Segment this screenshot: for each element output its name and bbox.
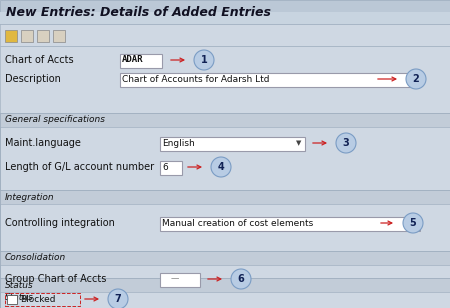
FancyBboxPatch shape xyxy=(5,30,17,42)
Circle shape xyxy=(336,133,356,153)
Text: Status: Status xyxy=(5,294,34,302)
Text: 6: 6 xyxy=(162,163,168,172)
Text: 1: 1 xyxy=(201,55,207,65)
FancyBboxPatch shape xyxy=(160,137,305,151)
Text: —: — xyxy=(171,274,179,283)
Text: Maint.language: Maint.language xyxy=(5,138,81,148)
Text: Controlling integration: Controlling integration xyxy=(5,218,115,228)
Text: 7: 7 xyxy=(115,294,122,304)
FancyBboxPatch shape xyxy=(160,273,200,287)
Text: Consolidation: Consolidation xyxy=(5,253,66,262)
FancyBboxPatch shape xyxy=(53,30,65,42)
FancyBboxPatch shape xyxy=(0,251,450,265)
Text: Blocked: Blocked xyxy=(20,294,55,303)
FancyBboxPatch shape xyxy=(0,12,450,24)
Text: ▼: ▼ xyxy=(296,140,302,146)
Text: New Entries: Details of Added Entries: New Entries: Details of Added Entries xyxy=(6,6,271,18)
Circle shape xyxy=(108,289,128,308)
Text: 4: 4 xyxy=(218,162,225,172)
Text: ADAR: ADAR xyxy=(122,55,144,64)
FancyBboxPatch shape xyxy=(0,0,450,24)
FancyBboxPatch shape xyxy=(37,30,49,42)
FancyBboxPatch shape xyxy=(0,113,450,190)
FancyBboxPatch shape xyxy=(120,73,410,87)
Text: Manual creation of cost elements: Manual creation of cost elements xyxy=(162,218,313,228)
Circle shape xyxy=(231,269,251,289)
FancyBboxPatch shape xyxy=(0,278,450,292)
Text: English: English xyxy=(162,139,195,148)
FancyBboxPatch shape xyxy=(120,54,162,68)
FancyBboxPatch shape xyxy=(0,190,450,251)
FancyBboxPatch shape xyxy=(21,30,33,42)
FancyBboxPatch shape xyxy=(0,190,450,204)
Text: Chart of Accts: Chart of Accts xyxy=(5,55,74,65)
Text: 6: 6 xyxy=(238,274,244,284)
Text: 2: 2 xyxy=(413,74,419,84)
FancyBboxPatch shape xyxy=(0,291,450,308)
Text: 5: 5 xyxy=(410,218,416,228)
Text: General specifications: General specifications xyxy=(5,116,105,124)
Text: Chart of Accounts for Adarsh Ltd: Chart of Accounts for Adarsh Ltd xyxy=(122,75,270,83)
Circle shape xyxy=(211,157,231,177)
FancyBboxPatch shape xyxy=(7,295,17,304)
Text: Group Chart of Accts: Group Chart of Accts xyxy=(5,274,106,284)
Circle shape xyxy=(403,213,423,233)
FancyBboxPatch shape xyxy=(160,161,182,175)
FancyBboxPatch shape xyxy=(0,46,450,113)
Circle shape xyxy=(194,50,214,70)
FancyBboxPatch shape xyxy=(0,278,450,308)
FancyBboxPatch shape xyxy=(0,24,450,46)
Text: ▼: ▼ xyxy=(413,220,418,226)
Text: Status: Status xyxy=(5,281,34,290)
Text: Description: Description xyxy=(5,74,61,84)
FancyBboxPatch shape xyxy=(0,113,450,127)
FancyBboxPatch shape xyxy=(160,217,410,231)
FancyBboxPatch shape xyxy=(0,291,450,305)
Text: Integration: Integration xyxy=(5,192,54,201)
Text: Length of G/L account number: Length of G/L account number xyxy=(5,162,154,172)
Circle shape xyxy=(406,69,426,89)
FancyBboxPatch shape xyxy=(406,217,420,231)
Text: 3: 3 xyxy=(342,138,349,148)
FancyBboxPatch shape xyxy=(0,251,450,291)
